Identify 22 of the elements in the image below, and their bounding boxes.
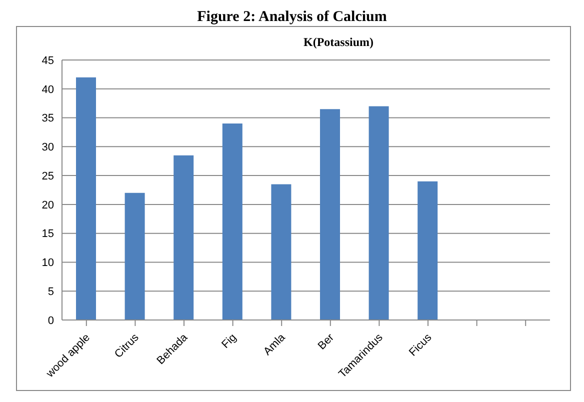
chart-title: K(Potassium) <box>302 34 374 50</box>
x-tick-label: Ber <box>316 331 337 352</box>
y-tick-label: 40 <box>42 84 54 96</box>
y-tick-label: 15 <box>42 228 54 240</box>
y-tick-label: 0 <box>48 314 54 327</box>
bar <box>76 77 96 320</box>
bar <box>222 124 242 320</box>
y-tick-label: 5 <box>48 286 54 298</box>
bar <box>271 184 292 320</box>
x-tick-label: Fig <box>220 332 239 351</box>
y-tick-label: 45 <box>42 54 54 67</box>
y-tick-label: 20 <box>42 199 54 212</box>
y-tick-label: 10 <box>42 257 54 270</box>
y-tick-label: 35 <box>42 112 54 125</box>
caption: Figure 2: Analysis of Calcium <box>196 8 388 26</box>
bar <box>124 192 145 320</box>
bar <box>418 181 438 320</box>
bar <box>174 155 194 320</box>
bar <box>368 106 389 320</box>
bar <box>320 109 340 320</box>
y-tick-label: 25 <box>42 170 54 182</box>
y-tick-label: 30 <box>42 142 54 154</box>
